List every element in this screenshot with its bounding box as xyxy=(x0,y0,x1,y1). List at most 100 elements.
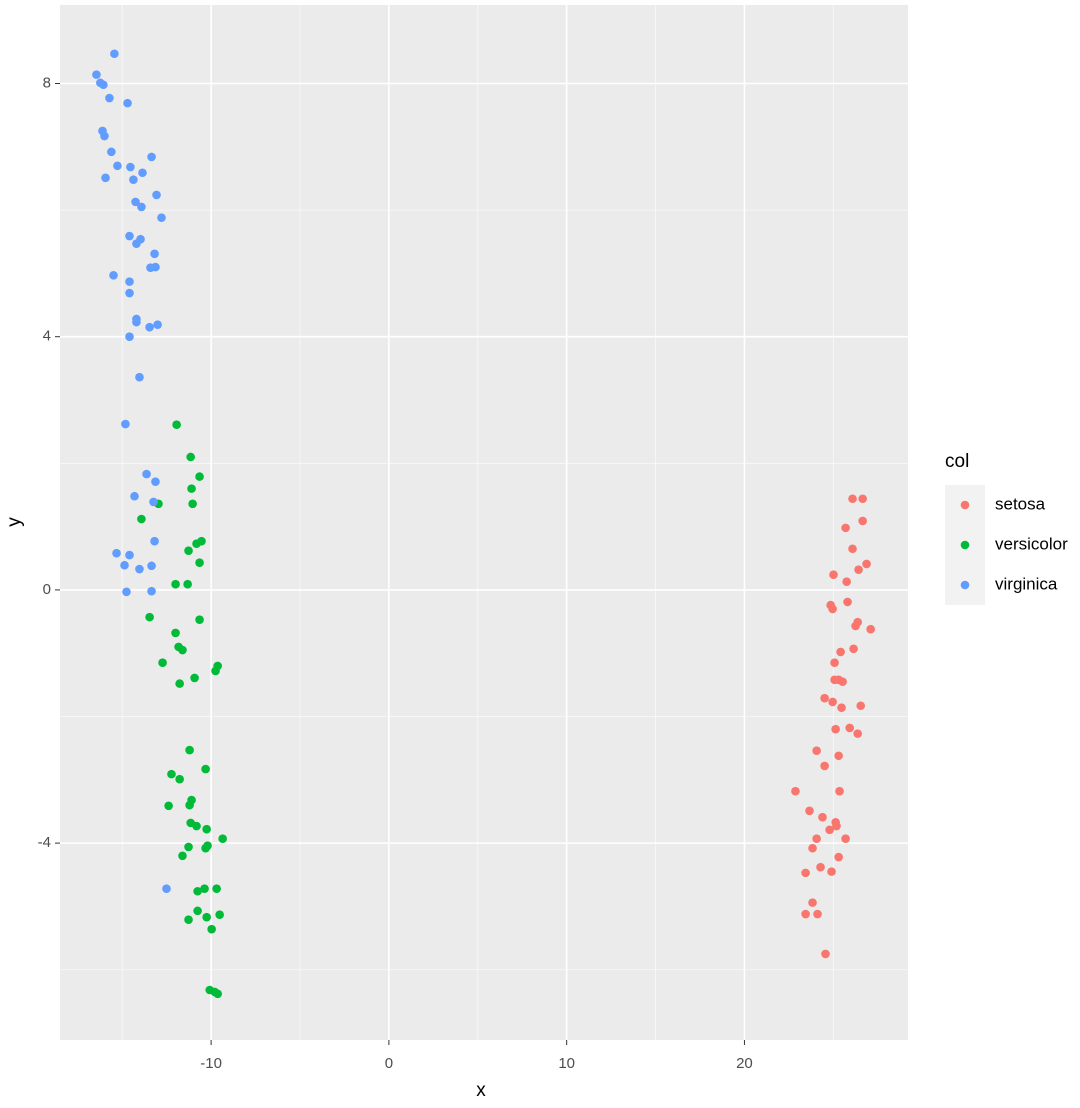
point xyxy=(821,949,830,959)
point xyxy=(193,886,202,896)
point xyxy=(858,494,867,504)
point xyxy=(142,469,151,479)
point xyxy=(825,825,834,835)
point xyxy=(123,98,132,108)
point xyxy=(801,909,810,919)
point xyxy=(172,420,181,429)
point xyxy=(135,372,144,382)
legend-marker xyxy=(960,580,970,590)
point xyxy=(834,852,843,862)
x-tick-label: 10 xyxy=(558,1055,575,1072)
point xyxy=(808,843,817,853)
point xyxy=(820,761,829,771)
point xyxy=(158,658,167,668)
point xyxy=(192,821,201,831)
point xyxy=(801,868,810,878)
x-tick-label: -10 xyxy=(200,1055,222,1072)
point xyxy=(125,288,134,298)
point xyxy=(842,577,851,586)
legend-label: setosa xyxy=(995,494,1046,513)
point xyxy=(125,550,134,560)
point xyxy=(109,271,118,280)
point xyxy=(147,152,156,162)
point xyxy=(145,322,154,332)
point xyxy=(171,628,180,638)
point xyxy=(162,884,171,894)
legend-label: virginica xyxy=(995,574,1058,593)
point xyxy=(100,131,109,141)
point xyxy=(138,168,147,178)
point xyxy=(132,239,141,248)
point xyxy=(145,612,154,622)
point xyxy=(853,729,862,738)
point xyxy=(866,624,875,634)
y-tick-label: 0 xyxy=(43,581,51,598)
point xyxy=(149,497,158,507)
point xyxy=(202,824,211,834)
point xyxy=(126,162,135,172)
point xyxy=(849,644,858,654)
point xyxy=(135,564,144,574)
point xyxy=(184,546,193,555)
point xyxy=(192,539,201,549)
point xyxy=(129,175,138,185)
point xyxy=(854,565,863,574)
points xyxy=(92,49,875,999)
point xyxy=(150,536,159,546)
point xyxy=(152,190,161,200)
point xyxy=(122,587,131,597)
point xyxy=(184,842,193,852)
point xyxy=(856,701,866,711)
point xyxy=(201,843,210,853)
point xyxy=(843,597,852,607)
point xyxy=(841,523,850,533)
point xyxy=(813,909,822,919)
point xyxy=(195,472,204,481)
point xyxy=(187,484,196,493)
point xyxy=(99,80,108,90)
point xyxy=(130,491,139,501)
point xyxy=(812,746,821,756)
point xyxy=(113,161,122,171)
y-tick-label: 8 xyxy=(43,74,51,91)
point xyxy=(178,645,187,655)
point xyxy=(848,494,857,504)
point xyxy=(212,884,221,894)
point xyxy=(200,884,209,894)
point xyxy=(195,558,204,567)
point xyxy=(832,821,841,831)
x-axis-label: x xyxy=(476,1080,486,1101)
point xyxy=(828,697,837,707)
point xyxy=(125,277,134,286)
point xyxy=(831,724,840,734)
point xyxy=(167,769,176,779)
point xyxy=(851,621,860,631)
point xyxy=(137,514,146,524)
point xyxy=(820,693,829,703)
point xyxy=(121,419,130,429)
point xyxy=(211,666,220,676)
y-axis-label: y xyxy=(4,517,25,527)
point xyxy=(805,806,814,816)
point xyxy=(188,499,197,509)
point xyxy=(828,604,837,614)
point xyxy=(110,49,119,59)
point xyxy=(791,786,800,796)
point xyxy=(146,263,155,273)
point xyxy=(841,834,850,843)
point xyxy=(150,249,159,259)
point xyxy=(195,615,204,624)
point xyxy=(185,745,194,755)
point xyxy=(147,561,156,571)
point xyxy=(837,703,846,712)
legend-marker xyxy=(960,540,970,550)
point xyxy=(201,764,210,774)
point xyxy=(175,774,184,784)
y-tick-label: -4 xyxy=(38,834,51,851)
point xyxy=(132,317,141,327)
point xyxy=(101,173,110,183)
point xyxy=(92,70,101,79)
point xyxy=(862,559,871,569)
x-tick-label: 0 xyxy=(385,1055,393,1072)
point xyxy=(151,477,160,486)
